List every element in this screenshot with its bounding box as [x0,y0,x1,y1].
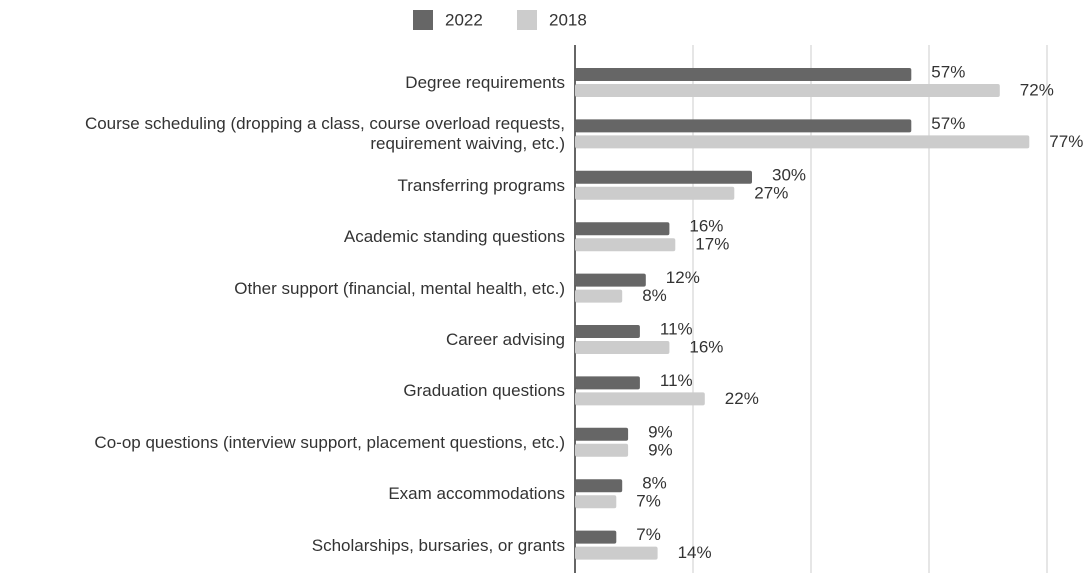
bar [575,325,640,338]
legend-label: 2022 [445,10,483,29]
value-label: 16% [689,217,723,236]
bar [575,135,1030,149]
bar [575,479,623,493]
category-label: Course scheduling (dropping a class, cou… [84,114,565,154]
bar [575,495,617,509]
value-label: 27% [754,183,788,202]
value-label: 7% [636,525,661,544]
legend-swatch [517,10,537,30]
category-label: Exam accommodations [388,484,565,504]
value-label: 8% [642,474,667,493]
value-label: 7% [636,492,661,511]
bar [575,530,617,544]
value-label: 16% [689,337,723,356]
bar [575,273,646,287]
bar [575,222,670,236]
category-label: Academic standing questions [343,227,565,247]
bar [575,289,623,303]
category-label: Transferring programs [397,175,565,195]
value-label: 22% [725,389,759,408]
bar [575,68,912,81]
bar [575,238,676,252]
category-label: Co-op questions (interview support, plac… [94,432,565,452]
category-label: Degree requirements [405,73,565,92]
bar [575,546,658,560]
bar [575,427,629,441]
value-label: 9% [648,440,673,459]
category-label: Scholarships, bursaries, or grants [311,535,565,555]
value-label: 14% [678,543,712,562]
value-label: 12% [666,268,700,287]
value-label: 72% [1020,80,1054,99]
value-label: 57% [931,114,965,133]
bar [575,119,912,133]
value-label: 8% [642,286,667,305]
value-label: 30% [772,165,806,184]
bar [575,170,752,184]
bar [575,84,1000,97]
value-label: 9% [648,422,673,441]
value-label: 77% [1049,132,1083,151]
category-label: Career advising [445,330,565,349]
value-label: 57% [931,62,965,81]
bar [575,392,705,406]
value-label: 11% [660,371,693,390]
category-label: Other support (financial, mental health,… [234,278,565,298]
bar [575,443,629,457]
legend-swatch [413,10,433,30]
legend-label: 2018 [549,10,587,29]
category-label: Graduation questions [403,381,565,401]
bar [575,341,670,354]
value-label: 11% [660,319,693,338]
bar [575,186,735,200]
bar [575,376,640,390]
value-label: 17% [695,235,729,254]
